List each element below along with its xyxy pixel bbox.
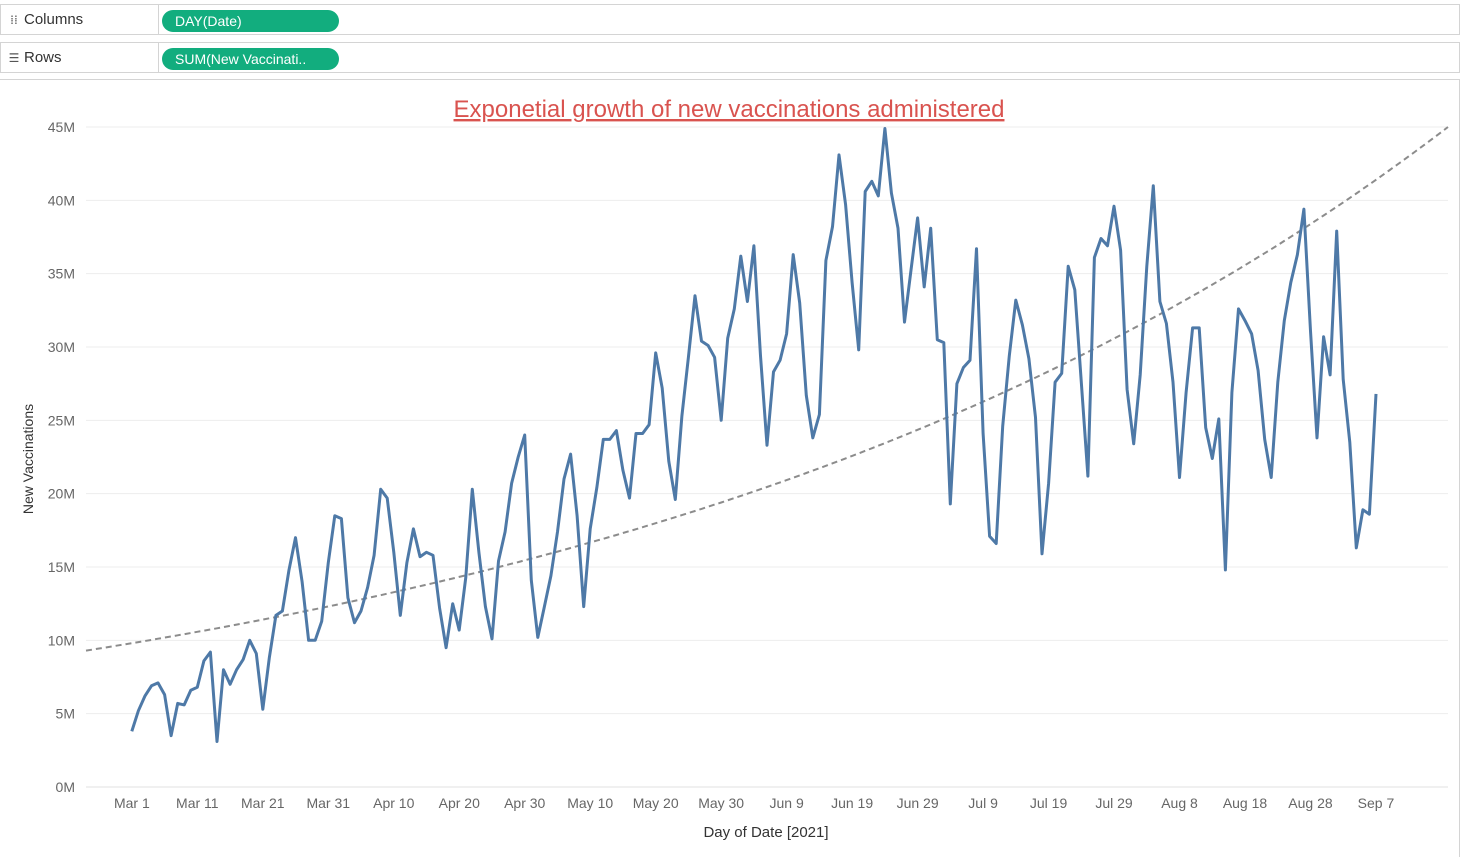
- x-tick-label: Jul 9: [968, 795, 998, 811]
- rows-label-text: Rows: [24, 49, 62, 66]
- day-date-pill[interactable]: DAY(Date): [162, 10, 339, 32]
- y-tick-label: 10M: [48, 632, 75, 648]
- x-axis-ticks: Mar 1 Mar 11 Mar 21 Mar 31 Apr 10 Apr 20 Apr 3…: [114, 795, 1395, 811]
- y-tick-label: 0M: [56, 779, 75, 795]
- gridlines: [86, 126, 1448, 788]
- series-new-vaccinations: [130, 127, 1378, 743]
- rows-icon: ☰: [8, 50, 20, 65]
- sum-new-vaccinations-pill[interactable]: SUM(New Vaccinati..: [162, 48, 339, 70]
- x-tick-label: Apr 20: [439, 795, 480, 811]
- x-tick-label: Mar 11: [176, 795, 219, 811]
- x-tick-label: Sep 7: [1358, 795, 1395, 811]
- columns-shelf: ⁞⁞ Columns DAY(Date): [0, 4, 1460, 35]
- x-tick-label: Jul 29: [1095, 795, 1133, 811]
- x-tick-label: May 10: [567, 795, 613, 811]
- line-chart: Exponetial growth of new vaccinations ad…: [20, 96, 1449, 841]
- series-line: [130, 127, 1378, 743]
- y-tick-label: 45M: [48, 119, 75, 135]
- columns-label-text: Columns: [24, 11, 84, 28]
- y-axis-title: New Vaccinations: [20, 404, 36, 514]
- trend-path: [85, 126, 1449, 652]
- rows-shelf-label: ☰ Rows: [1, 43, 159, 72]
- x-tick-label: Apr 10: [373, 795, 414, 811]
- x-tick-label: Apr 30: [504, 795, 545, 811]
- x-tick-label: Mar 21: [241, 795, 285, 811]
- y-tick-label: 20M: [48, 486, 75, 502]
- y-tick-label: 35M: [48, 266, 75, 282]
- chart-title: Exponetial growth of new vaccinations ad…: [454, 96, 1005, 123]
- x-tick-label: Aug 8: [1161, 795, 1198, 811]
- x-axis-title: Day of Date [2021]: [703, 824, 828, 841]
- x-tick-label: Aug 28: [1288, 795, 1333, 811]
- columns-shelf-label: ⁞⁞ Columns: [1, 5, 159, 34]
- y-tick-label: 5M: [56, 706, 75, 722]
- y-tick-label: 25M: [48, 412, 75, 428]
- x-tick-label: Jul 19: [1030, 795, 1068, 811]
- x-tick-label: May 20: [633, 795, 679, 811]
- x-tick-label: Jun 19: [831, 795, 873, 811]
- y-tick-label: 15M: [48, 559, 75, 575]
- exponential-trend-line: [85, 126, 1449, 652]
- rows-shelf: ☰ Rows SUM(New Vaccinati..: [0, 42, 1460, 73]
- chart-pane: Exponetial growth of new vaccinations ad…: [0, 79, 1460, 857]
- x-tick-label: Jun 29: [897, 795, 939, 811]
- x-tick-label: Mar 1: [114, 795, 150, 811]
- x-tick-label: May 30: [698, 795, 744, 811]
- x-tick-label: Mar 31: [306, 795, 350, 811]
- x-tick-label: Aug 18: [1223, 795, 1268, 811]
- y-axis-ticks: 0M 5M 10M 15M 20M 25M 30M 35M 40M 45M: [48, 119, 75, 795]
- y-tick-label: 30M: [48, 339, 75, 355]
- columns-icon: ⁞⁞: [10, 12, 18, 27]
- x-tick-label: Jun 9: [770, 795, 804, 811]
- y-tick-label: 40M: [48, 192, 75, 208]
